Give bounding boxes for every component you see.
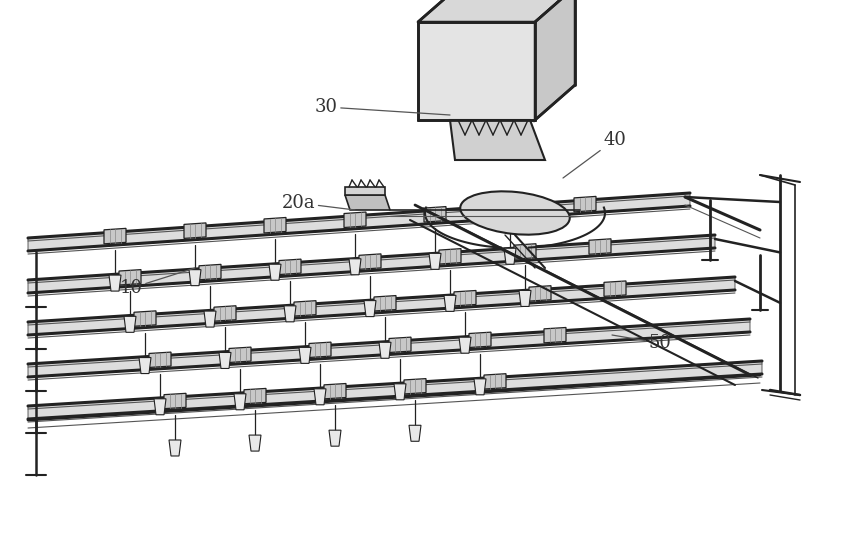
Polygon shape [359,254,381,270]
Text: 30: 30 [315,98,450,116]
Polygon shape [484,373,506,389]
Polygon shape [28,319,750,377]
Polygon shape [404,378,426,394]
Polygon shape [189,270,201,285]
Polygon shape [309,342,331,358]
Polygon shape [284,306,296,322]
Polygon shape [535,0,575,120]
Polygon shape [364,301,376,317]
Polygon shape [349,258,361,275]
Polygon shape [469,332,491,348]
Polygon shape [499,201,521,217]
Polygon shape [529,285,551,301]
Polygon shape [394,384,406,400]
Polygon shape [104,228,126,244]
Polygon shape [589,239,611,254]
Polygon shape [344,212,366,228]
Polygon shape [214,306,236,321]
Polygon shape [124,316,136,332]
Polygon shape [229,347,251,362]
Polygon shape [28,361,762,419]
Polygon shape [28,277,735,335]
Polygon shape [379,342,391,358]
Polygon shape [439,249,461,264]
Polygon shape [164,393,186,409]
Polygon shape [474,379,486,395]
Polygon shape [154,399,166,415]
Text: 10: 10 [120,268,195,297]
Polygon shape [345,187,385,195]
Polygon shape [574,196,596,212]
Polygon shape [264,217,286,233]
Polygon shape [429,254,441,270]
Polygon shape [604,281,626,296]
Polygon shape [454,290,476,306]
Polygon shape [279,259,301,274]
Polygon shape [329,430,341,446]
Ellipse shape [460,191,569,235]
Polygon shape [28,235,715,293]
Polygon shape [409,425,421,441]
Polygon shape [345,195,390,210]
Polygon shape [169,440,181,456]
Polygon shape [244,388,266,404]
Polygon shape [149,352,171,367]
Polygon shape [314,389,326,405]
Polygon shape [28,193,690,251]
Polygon shape [514,244,536,259]
Polygon shape [389,337,411,353]
Polygon shape [139,358,151,373]
Polygon shape [219,353,231,368]
Polygon shape [504,248,516,264]
Polygon shape [424,207,446,222]
Polygon shape [134,311,156,326]
Polygon shape [450,120,545,160]
Polygon shape [544,327,566,343]
Polygon shape [269,264,281,280]
Polygon shape [119,270,141,285]
Polygon shape [199,265,221,280]
Text: 40: 40 [563,131,626,178]
Polygon shape [294,301,316,316]
Polygon shape [519,290,531,306]
Polygon shape [374,295,396,311]
Polygon shape [418,0,575,22]
Polygon shape [324,383,346,399]
Polygon shape [459,337,471,353]
Polygon shape [249,435,261,451]
Text: 50: 50 [612,334,671,352]
Text: 20a: 20a [282,194,355,212]
Polygon shape [299,348,311,364]
Polygon shape [418,22,535,120]
Polygon shape [234,394,246,410]
Polygon shape [444,295,456,311]
Polygon shape [204,311,216,327]
Polygon shape [109,275,121,291]
Polygon shape [184,223,206,238]
